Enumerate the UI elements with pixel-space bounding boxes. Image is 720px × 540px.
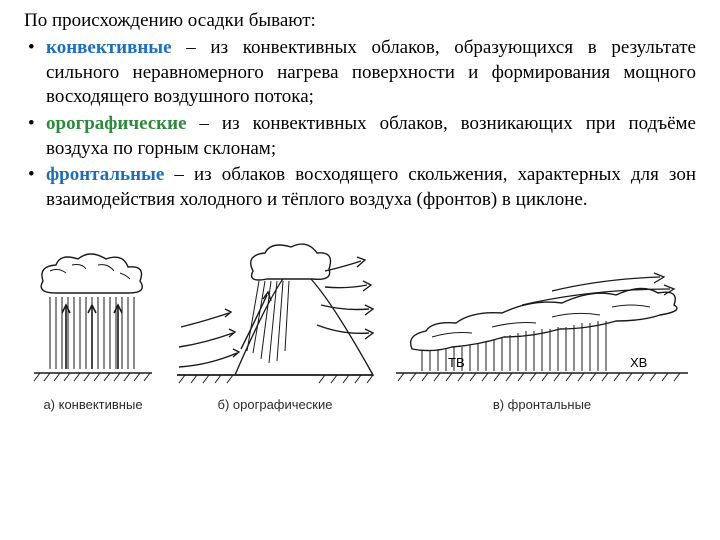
diagram-orographic xyxy=(175,241,375,391)
diagram-row: а) конвективные xyxy=(24,241,696,412)
term-frontal: фронтальные xyxy=(46,164,164,185)
panel-orographic: б) орографические xyxy=(175,241,375,412)
term-convective: конвективные xyxy=(46,37,172,58)
caption-a: а) конвективные xyxy=(43,397,142,412)
item-frontal: фронтальные – из облаков восходящего ско… xyxy=(24,163,696,212)
label-xv: ХВ xyxy=(630,355,647,370)
caption-b: б) орографические xyxy=(218,397,333,412)
label-tv: ТВ xyxy=(448,355,465,370)
definition-list: конвективные – из конвективных облаков, … xyxy=(24,36,696,213)
item-convective: конвективные – из конвективных облаков, … xyxy=(24,36,696,110)
intro-text: По происхождению осадки бывают: xyxy=(24,10,696,32)
diagram-frontal: ТВ ХВ xyxy=(392,271,692,391)
panel-convective: а) конвективные xyxy=(28,251,158,412)
term-orographic: орографические xyxy=(46,113,187,134)
caption-c: в) фронтальные xyxy=(493,397,591,412)
item-orographic: орографические – из конвективных облаков… xyxy=(24,112,696,161)
diagram-convective xyxy=(28,251,158,391)
panel-frontal: ТВ ХВ в) фронтальные xyxy=(392,271,692,412)
